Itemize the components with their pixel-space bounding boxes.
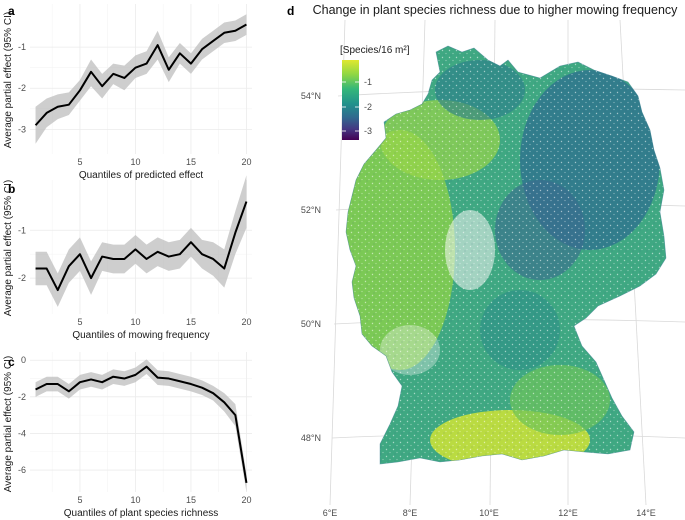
- legend-label-minus2: -2: [364, 102, 372, 112]
- panel-c-xtick-label: 20: [241, 495, 251, 505]
- panel-c-xlabel: Quantiles of plant species richness: [64, 508, 219, 519]
- panel-c-effect-line: [35, 365, 248, 484]
- panel-b-ytick-label: -2: [18, 273, 26, 283]
- panel-b-effect-line: [35, 201, 248, 292]
- panel-a-ci-ribbon: [35, 14, 247, 144]
- panel-c-xtick-label: 5: [77, 495, 82, 505]
- panel-a: a -1 -2 -3 5 10 15 20 Quantiles of predicted ef…: [3, 4, 252, 181]
- lat-label-54n: 54°N: [301, 91, 321, 101]
- panel-b-xtick-label: 5: [77, 317, 82, 327]
- panel-a-ytick-label: -1: [18, 42, 26, 52]
- panel-b: b -1 -2 5 10 15 20 Quantiles of mowing frequen…: [3, 175, 252, 341]
- panel-b-ci-ribbon: [35, 175, 247, 307]
- panel-b-ylabel: Average partial effect (95% CI): [3, 180, 14, 316]
- panel-c-ytick-label: -6: [18, 465, 26, 475]
- map-title: Change in plant species richness due to …: [313, 3, 679, 17]
- panel-a-effect-line: [34, 23, 247, 126]
- panel-a-letter: a: [8, 4, 15, 18]
- panel-c: c 0 -2 -4 -6 5 10 15 20 Quantiles of plant speci…: [3, 352, 252, 519]
- legend-title: [Species/16 m²]: [340, 45, 410, 56]
- legend-colorbar: [342, 60, 359, 140]
- panel-c-ci-ribbon: [35, 359, 247, 492]
- germany-map: [346, 46, 666, 464]
- lon-label-12e: 12°E: [558, 508, 578, 518]
- lon-label-6e: 6°E: [323, 508, 338, 518]
- panel-d: d Change in plant species richness due t…: [287, 3, 685, 518]
- panel-c-ytick-label: -2: [18, 392, 26, 402]
- panel-c-ylabel: Average partial effect (95% CI): [3, 356, 14, 492]
- legend-label-minus3: -3: [364, 126, 372, 136]
- panel-c-letter: c: [8, 355, 15, 369]
- panel-a-xtick-label: 15: [186, 157, 196, 167]
- lon-label-8e: 8°E: [403, 508, 418, 518]
- panel-b-ytick-label: -1: [18, 225, 26, 235]
- legend-label-minus1: -1: [364, 77, 372, 87]
- panel-a-ytick-label: -3: [18, 124, 26, 134]
- panel-c-ytick-label: -4: [18, 428, 26, 438]
- panel-c-ytick-label: 0: [21, 355, 26, 365]
- lat-label-52n: 52°N: [301, 205, 321, 215]
- panel-b-xlabel: Quantiles of mowing frequency: [72, 330, 209, 341]
- panel-d-letter: d: [287, 4, 294, 18]
- lon-label-10e: 10°E: [479, 508, 499, 518]
- panel-b-xtick-label: 20: [241, 317, 251, 327]
- panel-c-xtick-label: 10: [130, 495, 140, 505]
- panel-a-xtick-label: 10: [130, 157, 140, 167]
- panel-b-xtick-label: 15: [186, 317, 196, 327]
- lat-label-48n: 48°N: [301, 433, 321, 443]
- panel-a-xtick-label: 20: [241, 157, 251, 167]
- panel-a-ytick-label: -2: [18, 83, 26, 93]
- color-legend: [Species/16 m²] -1 -2 -3: [340, 45, 410, 140]
- lon-label-14e: 14°E: [636, 508, 656, 518]
- panel-c-xtick-label: 15: [186, 495, 196, 505]
- panel-b-xtick-label: 10: [130, 317, 140, 327]
- panel-a-xtick-label: 5: [77, 157, 82, 167]
- panel-b-letter: b: [8, 182, 15, 196]
- panel-a-xlabel: Quantiles of predicted effect: [79, 170, 204, 181]
- panel-a-ylabel: Average partial effect (95% CI): [3, 12, 14, 148]
- lat-label-50n: 50°N: [301, 319, 321, 329]
